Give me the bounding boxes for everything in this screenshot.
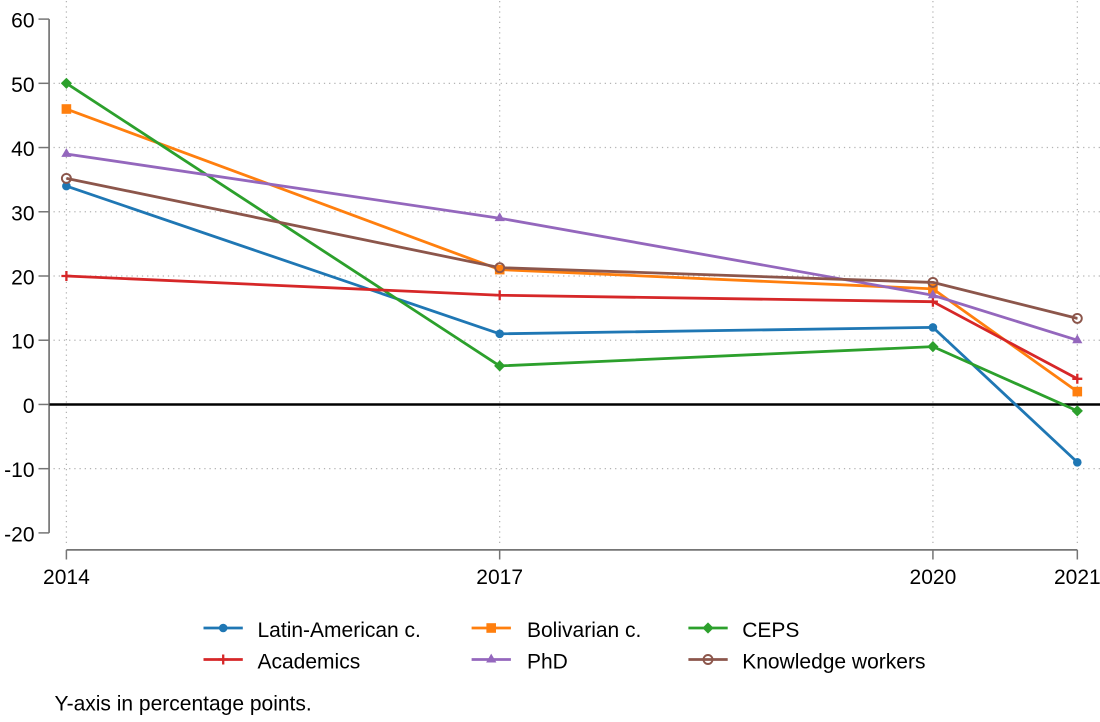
svg-text:10: 10 <box>11 331 34 354</box>
svg-text:2014: 2014 <box>43 566 90 589</box>
svg-text:PhD: PhD <box>527 650 568 673</box>
svg-text:CEPS: CEPS <box>742 619 799 642</box>
svg-text:40: 40 <box>11 138 34 161</box>
svg-text:60: 60 <box>11 10 34 33</box>
svg-text:0: 0 <box>23 395 35 418</box>
svg-text:Latin-American c.: Latin-American c. <box>258 619 421 642</box>
svg-text:Academics: Academics <box>258 650 361 673</box>
svg-text:Knowledge workers: Knowledge workers <box>742 650 925 673</box>
svg-text:50: 50 <box>11 74 34 97</box>
svg-text:20: 20 <box>11 267 34 290</box>
svg-text:30: 30 <box>11 202 34 225</box>
svg-text:2020: 2020 <box>910 566 957 589</box>
svg-text:2017: 2017 <box>476 566 523 589</box>
svg-text:-10: -10 <box>4 459 34 482</box>
svg-text:Y-axis in percentage points.: Y-axis in percentage points. <box>55 693 312 716</box>
svg-text:-20: -20 <box>4 523 34 546</box>
svg-text:2021: 2021 <box>1054 566 1100 589</box>
svg-text:Bolivarian c.: Bolivarian c. <box>527 619 641 642</box>
